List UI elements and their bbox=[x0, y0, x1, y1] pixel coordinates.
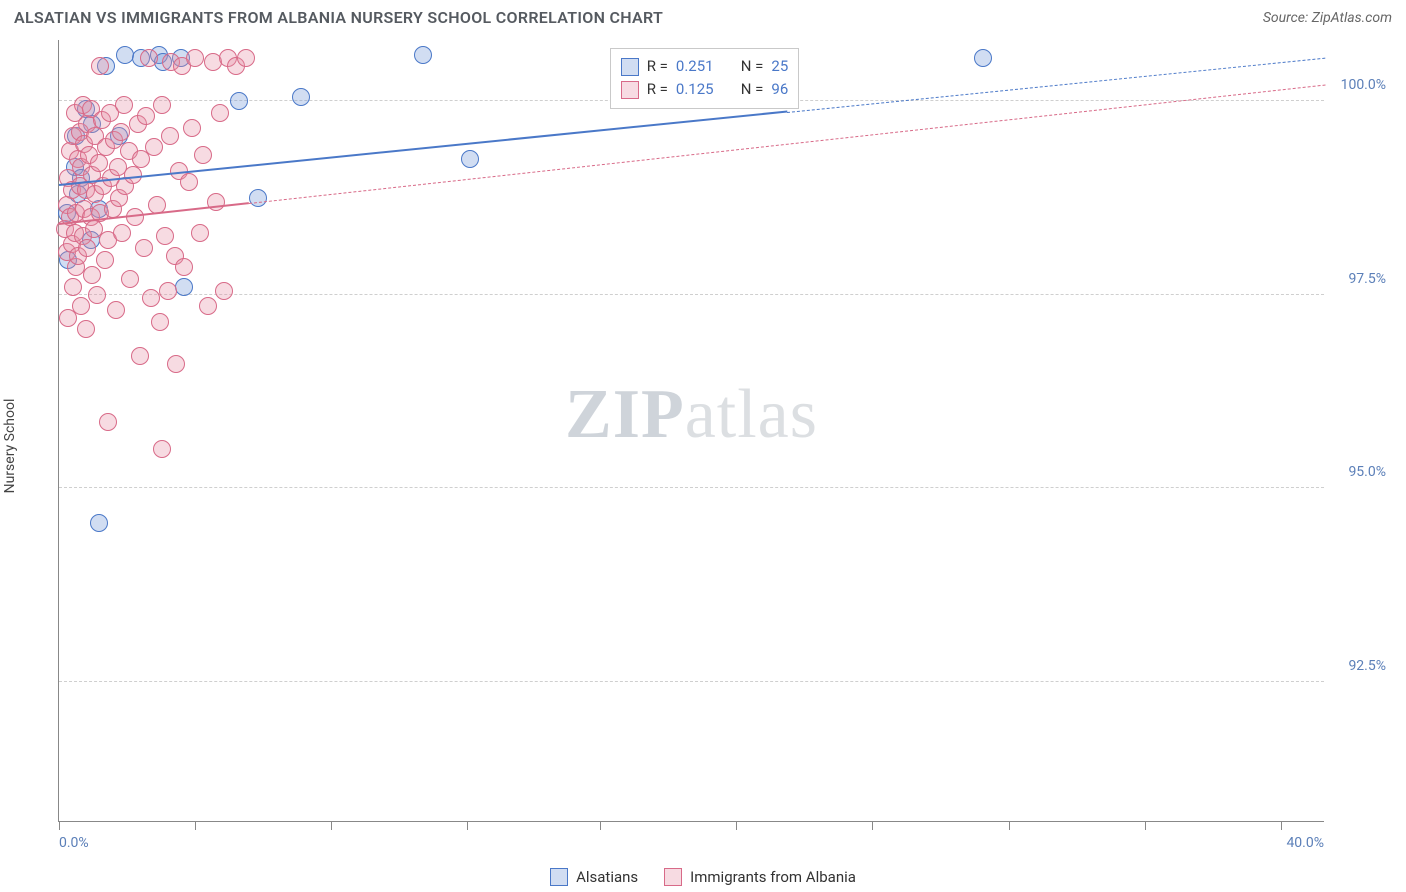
data-point bbox=[90, 514, 108, 532]
data-point bbox=[183, 119, 201, 137]
data-point bbox=[137, 107, 155, 125]
x-tick bbox=[467, 821, 468, 830]
data-point bbox=[99, 413, 117, 431]
plot-region: ZIPatlas 92.5%95.0%97.5%100.0%0.0%40.0%R… bbox=[58, 40, 1324, 822]
data-point bbox=[292, 88, 310, 106]
legend-swatch bbox=[550, 868, 568, 886]
data-point bbox=[153, 96, 171, 114]
data-point bbox=[135, 239, 153, 257]
stats-r-label: R = bbox=[647, 78, 668, 101]
gridline bbox=[59, 487, 1324, 488]
trend-line bbox=[787, 57, 1325, 112]
x-tick bbox=[1009, 821, 1010, 830]
data-point bbox=[88, 286, 106, 304]
x-tick bbox=[736, 821, 737, 830]
data-point bbox=[974, 49, 992, 67]
stats-r-value: 0.251 bbox=[676, 55, 714, 78]
legend-item: Alsatians bbox=[550, 868, 638, 886]
stats-n-label: N = bbox=[741, 78, 764, 101]
stats-row: R = 0.251 N = 25 bbox=[621, 55, 789, 78]
data-point bbox=[121, 270, 139, 288]
source-attribution: Source: ZipAtlas.com bbox=[1263, 10, 1392, 26]
data-point bbox=[461, 150, 479, 168]
data-point bbox=[142, 289, 160, 307]
y-tick-label: 95.0% bbox=[1328, 464, 1386, 480]
data-point bbox=[124, 166, 142, 184]
x-tick bbox=[331, 821, 332, 830]
gridline bbox=[59, 294, 1324, 295]
legend-swatch bbox=[664, 868, 682, 886]
stats-n-value: 96 bbox=[771, 78, 788, 101]
data-point bbox=[112, 123, 130, 141]
stats-row: R = 0.125 N = 96 bbox=[621, 78, 789, 101]
x-tick bbox=[600, 821, 601, 830]
data-point bbox=[140, 49, 158, 67]
legend-swatch bbox=[621, 58, 639, 76]
stats-n-label: N = bbox=[741, 55, 764, 78]
watermark: ZIPatlas bbox=[565, 375, 818, 455]
x-tick bbox=[872, 821, 873, 830]
data-point bbox=[186, 49, 204, 67]
data-point bbox=[72, 297, 90, 315]
data-point bbox=[113, 224, 131, 242]
x-tick bbox=[1281, 821, 1282, 830]
legend-label: Immigrants from Albania bbox=[690, 868, 856, 886]
gridline bbox=[59, 681, 1324, 682]
data-point bbox=[191, 224, 209, 242]
y-axis-label: Nursery School bbox=[2, 399, 18, 494]
data-point bbox=[175, 258, 193, 276]
x-tick bbox=[195, 821, 196, 830]
data-point bbox=[215, 282, 233, 300]
x-tick-label-max: 40.0% bbox=[1286, 835, 1324, 851]
x-tick bbox=[1145, 821, 1146, 830]
stats-n-value: 25 bbox=[771, 55, 788, 78]
stats-box: R = 0.251 N = 25R = 0.125 N = 96 bbox=[610, 48, 800, 109]
y-tick-label: 100.0% bbox=[1328, 77, 1386, 93]
data-point bbox=[230, 92, 248, 110]
data-point bbox=[237, 49, 255, 67]
data-point bbox=[115, 96, 133, 114]
data-point bbox=[199, 297, 217, 315]
y-tick-label: 92.5% bbox=[1328, 658, 1386, 674]
data-point bbox=[159, 282, 177, 300]
watermark-rest: atlas bbox=[685, 376, 818, 453]
x-tick-label-min: 0.0% bbox=[59, 835, 89, 851]
data-point bbox=[151, 313, 169, 331]
watermark-bold: ZIP bbox=[565, 376, 685, 453]
y-tick-label: 97.5% bbox=[1328, 271, 1386, 287]
data-point bbox=[107, 301, 125, 319]
data-point bbox=[414, 46, 432, 64]
data-point bbox=[180, 173, 198, 191]
data-point bbox=[175, 278, 193, 296]
data-point bbox=[145, 138, 163, 156]
data-point bbox=[156, 227, 174, 245]
data-point bbox=[96, 251, 114, 269]
chart-header: ALSATIAN VS IMMIGRANTS FROM ALBANIA NURS… bbox=[0, 0, 1406, 31]
stats-r-label: R = bbox=[647, 55, 668, 78]
data-point bbox=[90, 154, 108, 172]
chart-area: Nursery School ZIPatlas 92.5%95.0%97.5%1… bbox=[14, 40, 1392, 852]
data-point bbox=[249, 189, 267, 207]
data-point bbox=[167, 355, 185, 373]
data-point bbox=[77, 320, 95, 338]
data-point bbox=[64, 278, 82, 296]
data-point bbox=[78, 239, 96, 257]
data-point bbox=[161, 127, 179, 145]
data-point bbox=[153, 440, 171, 458]
legend: Alsatians Immigrants from Albania bbox=[0, 868, 1406, 886]
data-point bbox=[91, 57, 109, 75]
legend-swatch bbox=[621, 81, 639, 99]
data-point bbox=[211, 104, 229, 122]
data-point bbox=[194, 146, 212, 164]
chart-title: ALSATIAN VS IMMIGRANTS FROM ALBANIA NURS… bbox=[14, 8, 663, 27]
x-tick bbox=[59, 821, 60, 830]
data-point bbox=[83, 266, 101, 284]
trend-line bbox=[59, 111, 787, 186]
legend-label: Alsatians bbox=[576, 868, 638, 886]
data-point bbox=[131, 347, 149, 365]
legend-item: Immigrants from Albania bbox=[664, 868, 856, 886]
stats-r-value: 0.125 bbox=[676, 78, 714, 101]
